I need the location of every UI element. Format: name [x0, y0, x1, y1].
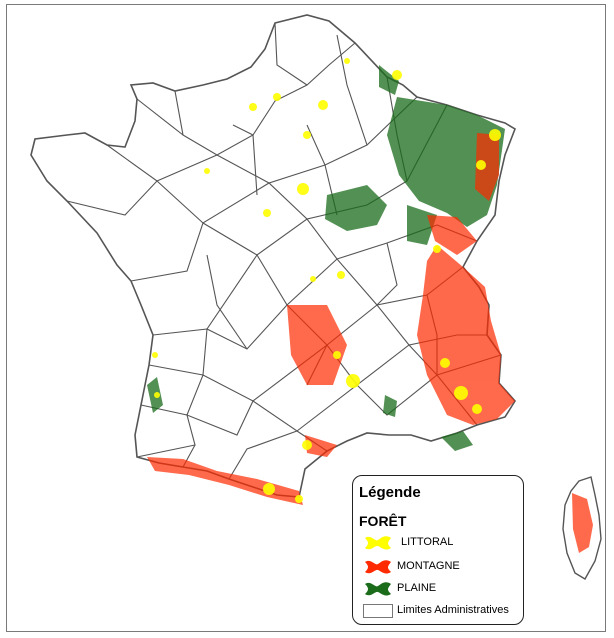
- map-frame: Légende FORÊT LITTORAL MONTAGNE PLAINE L…: [6, 4, 606, 632]
- boundary-swatch-icon: [363, 604, 393, 618]
- legend-item-montagne: MONTAGNE: [359, 558, 519, 576]
- legend-item-limites: Limites Administratives: [359, 602, 519, 620]
- france-forest-map: [30, 14, 602, 580]
- littoral-swatch-icon: [365, 536, 391, 550]
- legend-box: Légende FORÊT LITTORAL MONTAGNE PLAINE L…: [352, 475, 524, 625]
- legend-item-plaine: PLAINE: [359, 580, 519, 598]
- legend-title: Légende: [359, 484, 421, 501]
- montagne-swatch-icon: [365, 560, 391, 574]
- legend-label-littoral: LITTORAL: [401, 536, 454, 548]
- legend-subtitle: FORÊT: [359, 513, 407, 529]
- forest-plaine: [147, 65, 505, 451]
- legend-label-limites: Limites Administratives: [397, 604, 509, 616]
- legend-label-montagne: MONTAGNE: [397, 560, 460, 572]
- forest-littoral: [152, 58, 501, 503]
- legend-label-plaine: PLAINE: [397, 582, 437, 594]
- legend-item-littoral: LITTORAL: [359, 534, 519, 552]
- plaine-swatch-icon: [365, 582, 391, 596]
- forest-montagne: [147, 133, 593, 553]
